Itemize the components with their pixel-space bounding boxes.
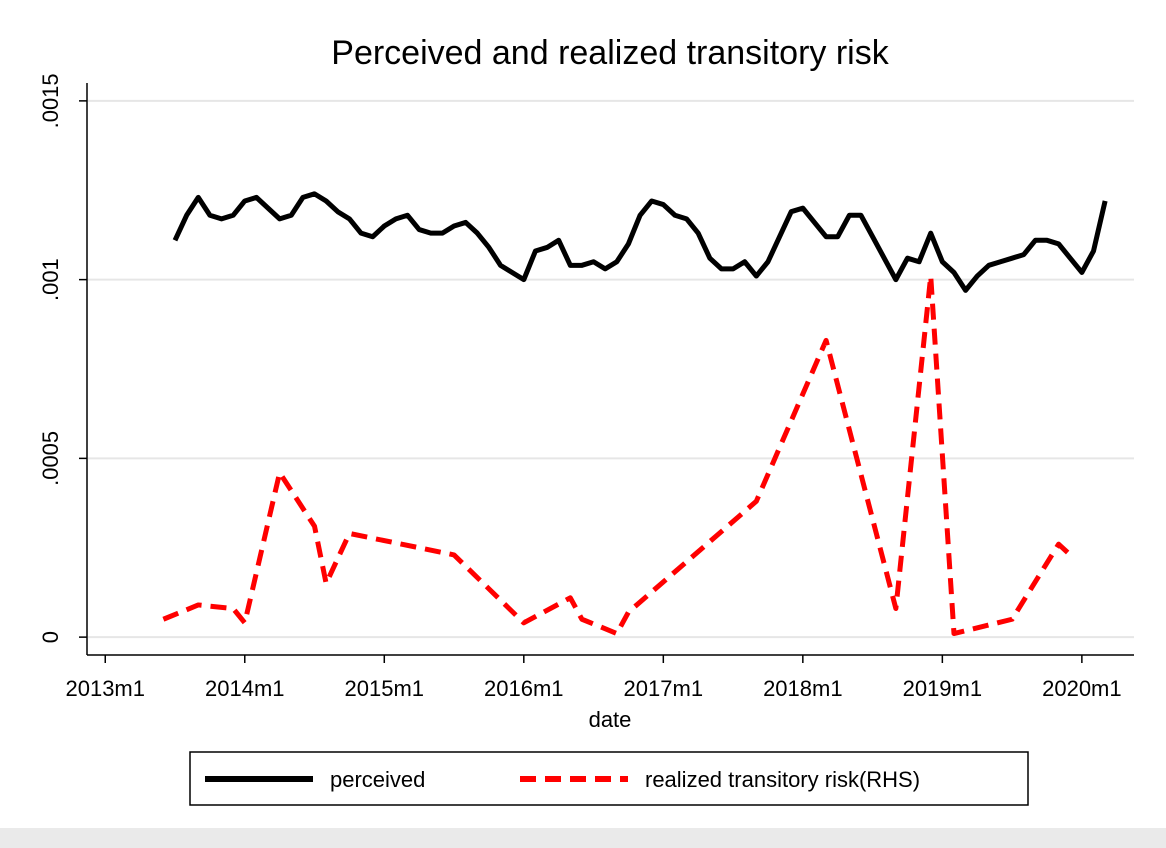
series-line (172, 191, 1108, 293)
x-tick-label: 2013m1 (65, 676, 145, 701)
series-line (162, 273, 1072, 637)
legend-label: realized transitory risk(RHS) (645, 767, 920, 792)
x-tick-label: 2019m1 (903, 676, 983, 701)
x-tick-label: 2014m1 (205, 676, 285, 701)
chart-title: Perceived and realized transitory risk (331, 34, 889, 72)
y-tick-label: .001 (38, 258, 63, 301)
legend-label: perceived (330, 767, 425, 792)
x-tick-label: 2016m1 (484, 676, 564, 701)
x-tick-label: 2015m1 (345, 676, 425, 701)
y-tick-label: .0015 (38, 73, 63, 128)
x-tick-label: 2017m1 (624, 676, 704, 701)
x-axis-label: date (589, 707, 632, 732)
x-tick-label: 2020m1 (1042, 676, 1122, 701)
x-tick-label: 2018m1 (763, 676, 843, 701)
y-tick-label: .0005 (38, 431, 63, 486)
chart-background (0, 0, 1166, 828)
y-tick-label: 0 (38, 631, 63, 643)
